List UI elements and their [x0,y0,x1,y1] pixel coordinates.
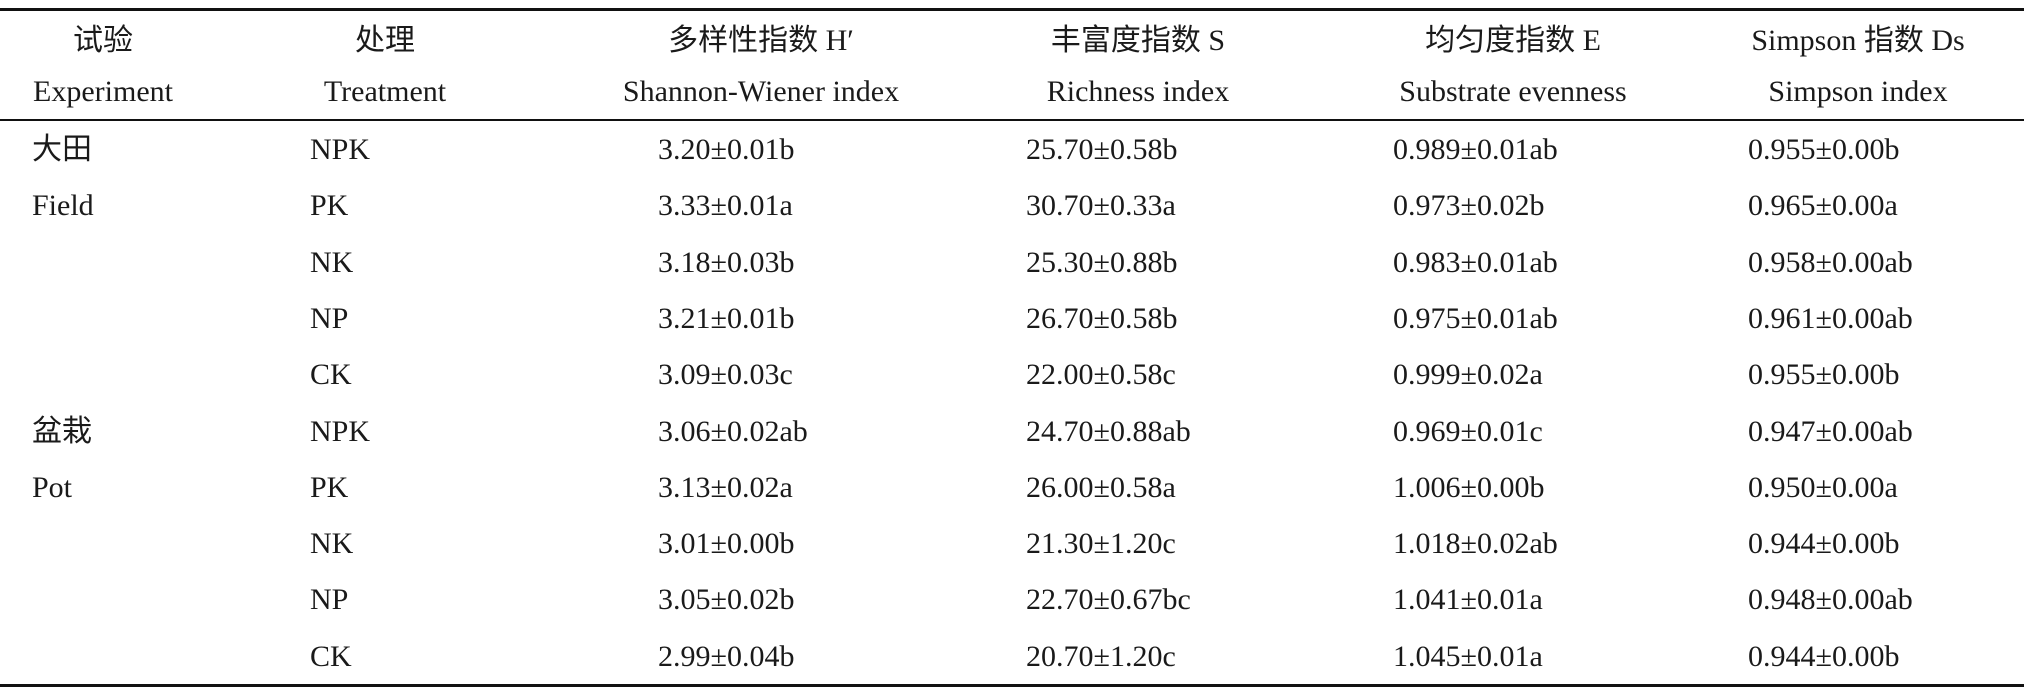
experiment-en: Field [32,189,94,222]
treatment: NK [310,527,354,560]
treatment: CK [310,358,352,391]
treatment: NK [310,246,354,279]
table-cell: 1.018±0.02ab [1393,527,1558,560]
bottom-rule [0,684,2024,687]
table-cell: 3.01±0.00b [658,527,795,560]
header-zh: 丰富度指数 S [1050,24,1226,57]
table-cell: 0.969±0.01c [1393,415,1543,448]
treatment: NPK [310,415,371,448]
table-cell: 0.999±0.02a [1393,358,1543,391]
table-cell: 0.965±0.00a [1748,189,1898,222]
treatment: NP [310,302,349,335]
table-cell: 3.33±0.01a [658,189,793,222]
table-cell: 0.973±0.02b [1393,189,1545,222]
top-rule [0,8,2024,11]
table-cell: 25.70±0.58b [1026,133,1178,166]
header-en: Substrate evenness [1399,75,1627,108]
header-zh: 试验 [73,24,133,57]
header-rule [0,119,2024,121]
table-cell: 24.70±0.88ab [1026,415,1191,448]
table-cell: 0.975±0.01ab [1393,302,1558,335]
header-en: Richness index [1046,75,1230,108]
table-cell: 22.70±0.67bc [1026,583,1191,616]
table-cell: 0.983±0.01ab [1393,246,1558,279]
table-cell: 0.950±0.00a [1748,471,1898,504]
experiment-zh: 大田 [32,133,92,166]
table-cell: 3.18±0.03b [658,246,795,279]
table-cell: 21.30±1.20c [1026,527,1176,560]
table-cell: 0.948±0.00ab [1748,583,1913,616]
table-cell: 3.20±0.01b [658,133,795,166]
table-cell: 22.00±0.58c [1026,358,1176,391]
table-cell: 0.955±0.00b [1748,358,1900,391]
table-cell: 3.06±0.02ab [658,415,808,448]
treatment: CK [310,640,352,673]
header-zh: 多样性指数 H′ [668,24,854,57]
header-en: Shannon-Wiener index [622,75,900,108]
table-cell: 1.041±0.01a [1393,583,1543,616]
experiment-en: Pot [32,471,73,504]
table-cell: 26.00±0.58a [1026,471,1176,504]
table-cell: 0.955±0.00b [1748,133,1900,166]
table-cell: 30.70±0.33a [1026,189,1176,222]
table-cell: 0.944±0.00b [1748,640,1900,673]
table-cell: 3.21±0.01b [658,302,795,335]
header-en: Treatment [323,75,447,108]
table-cell: 1.006±0.00b [1393,471,1545,504]
table-cell: 0.958±0.00ab [1748,246,1913,279]
table-cell: 0.944±0.00b [1748,527,1900,560]
treatment: PK [310,189,349,222]
header-zh: 均匀度指数 E [1425,24,1601,57]
treatment: NPK [310,133,371,166]
table-cell: 2.99±0.04b [658,640,795,673]
header-en: Experiment [33,75,173,108]
experiment-zh: 盆栽 [32,415,92,448]
table-cell: 26.70±0.58b [1026,302,1178,335]
header-zh: Simpson 指数 Ds [1751,24,1965,57]
header-en: Simpson index [1768,75,1948,108]
header-zh: 处理 [355,24,415,57]
table-cell: 1.045±0.01a [1393,640,1543,673]
table-cell: 25.30±0.88b [1026,246,1178,279]
table-cell: 3.13±0.02a [658,471,793,504]
treatment: PK [310,471,349,504]
table-cell: 0.947±0.00ab [1748,415,1913,448]
table-cell: 20.70±1.20c [1026,640,1176,673]
table-cell: 3.05±0.02b [658,583,795,616]
treatment: NP [310,583,349,616]
table-cell: 0.961±0.00ab [1748,302,1913,335]
table-cell: 3.09±0.03c [658,358,793,391]
table-cell: 0.989±0.01ab [1393,133,1558,166]
